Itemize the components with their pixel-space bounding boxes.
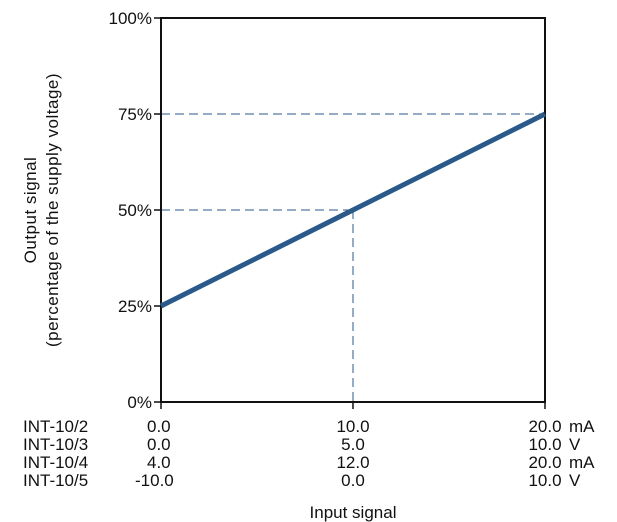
y-tick-label: 25% (118, 297, 152, 316)
scale-model: INT-10/3 (23, 435, 88, 454)
y-axis-label-line2: (percentage of the supply voltage) (43, 73, 62, 347)
x-axis-label: Input signal (310, 503, 397, 522)
y-tick-label: 100% (109, 9, 152, 28)
scale-unit: mA (569, 453, 595, 472)
scale-tick-label: 10.0 (528, 435, 561, 454)
scale-tick-label: 0.0 (341, 471, 365, 490)
reference-lines (161, 113, 545, 402)
scale-model: INT-10/4 (23, 453, 88, 472)
x-ticks (160, 402, 546, 409)
scale-tick-label: 0.0 (147, 417, 171, 436)
y-tick-label: 50% (118, 201, 152, 220)
scale-tick-label: 12.0 (336, 453, 369, 472)
y-tick-label: 0% (127, 393, 152, 412)
scale-model: INT-10/5 (23, 471, 88, 490)
scale-unit: mA (569, 417, 595, 436)
y-axis-label-line1: Output signal (21, 157, 40, 264)
output-signal-line (159, 111, 547, 309)
scale-tick-label: 20.0 (528, 417, 561, 436)
y-tick-label: 75% (118, 105, 152, 124)
scale-model: INT-10/2 (23, 417, 88, 436)
scale-tick-label: 0.0 (147, 435, 171, 454)
scale-tick-label: 10.0 (336, 417, 369, 436)
scale-tick-label: 4.0 (147, 453, 171, 472)
y-ticks: 0% 25% 50% 75% 100% (109, 9, 161, 412)
series (159, 111, 547, 309)
scale-unit: V (569, 435, 581, 454)
scale-unit: V (569, 471, 581, 490)
scale-tick-label: 10.0 (528, 471, 561, 490)
scale-tick-label: 20.0 (528, 453, 561, 472)
scale-tick-label: -10.0 (135, 471, 174, 490)
scale-tick-label: 5.0 (341, 435, 365, 454)
